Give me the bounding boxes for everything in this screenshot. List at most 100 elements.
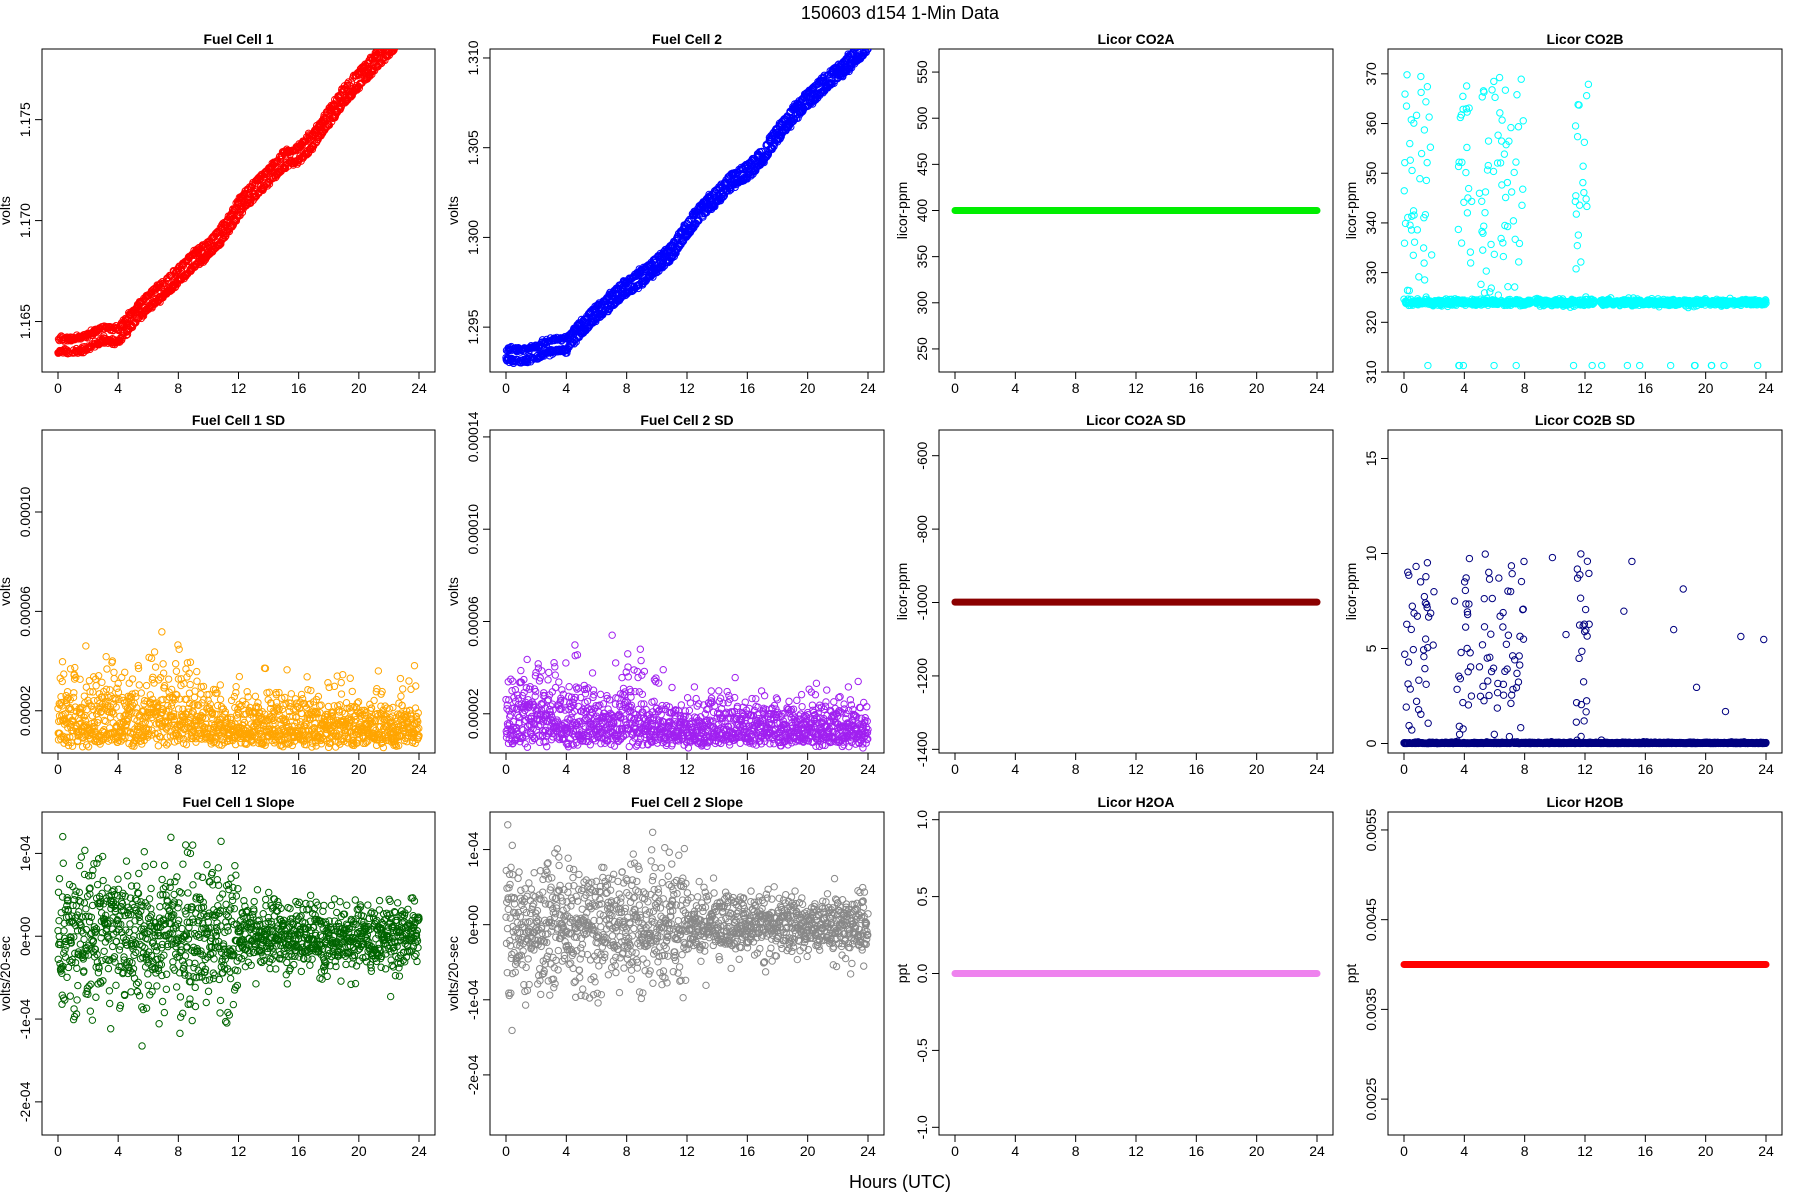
data-point xyxy=(1410,119,1418,127)
data-point xyxy=(78,743,87,751)
data-point xyxy=(135,681,143,689)
data-point xyxy=(398,24,404,30)
data-point xyxy=(1478,227,1486,236)
data-point xyxy=(863,35,869,41)
data-point xyxy=(89,688,97,696)
data-point xyxy=(398,38,404,44)
data-point xyxy=(1496,109,1504,117)
x-tick-label: 24 xyxy=(411,761,427,777)
data-point xyxy=(414,0,420,6)
data-point xyxy=(1501,193,1510,202)
data-layer xyxy=(1400,71,1770,370)
data-point xyxy=(182,740,191,749)
data-point xyxy=(1572,210,1581,218)
data-point xyxy=(1588,361,1596,370)
data-point xyxy=(178,729,186,738)
data-point xyxy=(58,677,66,686)
data-point xyxy=(858,40,864,46)
data-point xyxy=(1465,104,1473,112)
x-tick-label: 12 xyxy=(679,380,695,396)
data-point xyxy=(114,679,122,688)
data-point xyxy=(1490,361,1498,370)
data-point xyxy=(171,660,180,668)
data-point xyxy=(1459,361,1468,370)
x-tick-label: 24 xyxy=(411,380,427,396)
data-point xyxy=(405,14,411,20)
data-point xyxy=(169,710,178,718)
data-point xyxy=(1720,361,1728,370)
data-point xyxy=(1503,222,1512,231)
y-tick-label: 1.170 xyxy=(17,203,33,238)
plot-frame xyxy=(489,48,885,373)
data-point xyxy=(415,14,421,20)
data-point xyxy=(138,298,146,306)
data-point xyxy=(194,721,202,729)
x-tick-label: 16 xyxy=(291,380,307,396)
data-point xyxy=(159,695,167,704)
x-tick-label: 4 xyxy=(1011,380,1019,396)
data-point xyxy=(62,696,70,705)
data-point xyxy=(389,37,395,43)
data-point xyxy=(398,22,404,28)
data-point xyxy=(1501,86,1510,94)
x-tick-label: 8 xyxy=(1072,380,1080,396)
data-point xyxy=(1515,258,1523,266)
data-point xyxy=(185,257,193,266)
data-point xyxy=(76,675,84,684)
data-point xyxy=(392,30,398,36)
data-point xyxy=(408,10,414,16)
data-point xyxy=(413,16,419,22)
y-tick-label: 250 xyxy=(914,337,930,361)
data-point xyxy=(1463,209,1472,217)
data-point xyxy=(384,39,390,45)
data-point xyxy=(1423,82,1432,91)
data-point xyxy=(1401,90,1409,98)
data-point xyxy=(1505,137,1513,145)
data-point xyxy=(90,696,98,705)
data-point xyxy=(397,25,403,31)
data-point xyxy=(57,693,65,701)
x-tick-label: 4 xyxy=(562,380,570,396)
data-point xyxy=(1466,259,1475,267)
data-point xyxy=(405,29,411,35)
data-point xyxy=(865,35,871,41)
data-point xyxy=(179,735,188,743)
data-point xyxy=(96,708,105,717)
x-tick-label: 20 xyxy=(800,380,816,396)
data-point xyxy=(372,53,380,62)
data-point xyxy=(386,37,392,43)
data-point xyxy=(403,19,409,25)
data-point xyxy=(172,667,181,675)
data-point xyxy=(570,340,578,348)
y-axis-label: licor-ppm xyxy=(894,182,910,240)
data-point xyxy=(412,4,418,10)
figure-title: 150603 d154 1-Min Data xyxy=(801,3,1000,23)
data-point xyxy=(81,716,90,725)
y-tick-label: 400 xyxy=(914,199,930,223)
data-point xyxy=(109,710,118,718)
data-point xyxy=(80,692,89,700)
data-point xyxy=(1455,158,1463,166)
data-point xyxy=(390,31,396,37)
data-point xyxy=(1482,267,1490,275)
data-point xyxy=(406,24,412,30)
data-point xyxy=(1400,187,1408,195)
data-point xyxy=(408,12,414,18)
data-point xyxy=(396,26,402,32)
data-point xyxy=(83,705,91,714)
data-point xyxy=(147,731,156,739)
data-point xyxy=(396,39,402,45)
data-point xyxy=(64,694,72,702)
data-point xyxy=(409,14,415,20)
data-point xyxy=(69,693,78,702)
x-tick-label: 20 xyxy=(1249,380,1265,396)
data-point xyxy=(1510,168,1518,177)
data-point xyxy=(863,36,869,42)
data-point xyxy=(164,739,172,747)
data-point xyxy=(64,738,72,746)
data-point xyxy=(1761,300,1769,309)
data-point xyxy=(406,25,412,31)
data-point xyxy=(378,49,386,52)
data-point xyxy=(1417,72,1425,81)
